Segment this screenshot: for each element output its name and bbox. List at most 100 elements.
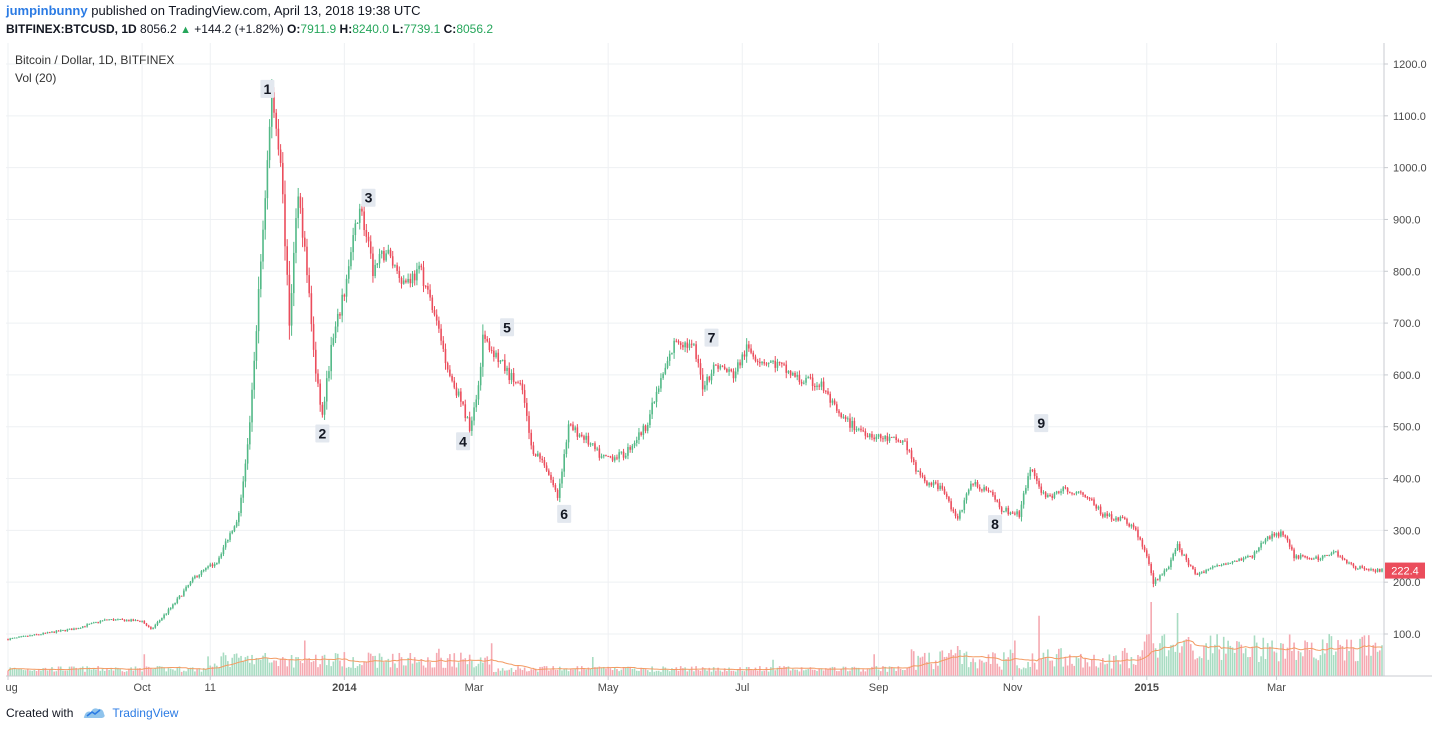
time-axis[interactable]: Aug Oct 11 2014 Mar May Jul Sep Nov 2015 Mar [6,675,1432,694]
candle-body [264,198,267,230]
volume-bar [1253,635,1256,676]
candle-body [778,361,781,363]
volume-bar [1341,646,1344,676]
price-tick-label: 300.0 [1393,525,1421,537]
candle-body [803,382,805,384]
candle-body [466,417,469,419]
volume-bar [312,661,315,676]
annotation-2[interactable]: 2 [315,424,330,443]
volume-bar [334,653,337,676]
candle-body [596,448,598,450]
volume-bar [1229,645,1232,676]
annotation-5[interactable]: 5 [500,318,515,337]
volume-bar [1189,644,1192,676]
candle-body [602,454,605,457]
volume-bar [996,663,999,676]
volume-bar [172,669,174,676]
candle-body [1339,556,1342,558]
volume-bar [1102,658,1104,676]
author-link[interactable]: jumpinbunny [6,3,88,18]
tradingview-logo-icon [84,708,106,718]
volume-bar [838,671,840,676]
candle-body [1064,487,1067,489]
candle-body [462,401,464,405]
volume-bar [62,670,64,676]
candle-body [974,482,977,485]
chart-grid [6,43,1384,676]
volume-bar [1181,646,1183,676]
candle-body [886,435,889,441]
candle-body [710,373,713,381]
candle-body [649,414,651,426]
volume-bar [739,667,741,676]
volume-bar [1150,602,1152,676]
volume-bar [1121,650,1124,676]
candle-body [229,533,231,540]
candle-body [1352,563,1355,567]
volume-bar [336,653,339,676]
candle-body [860,428,862,431]
candle-body [1240,558,1243,561]
candle-body [341,294,343,316]
volume-bar [1271,640,1273,676]
volume-bar [1220,659,1223,676]
candle-body [785,364,788,373]
candle-body [59,630,62,632]
candle-body [350,252,352,267]
candle-body [180,595,183,597]
volume-bar [651,666,653,676]
price-axis[interactable]: 100.0 200.0 300.0 400.0 500.0 600.0 700.0 800.0… [1383,43,1427,676]
last-price: 8056.2 [140,22,177,36]
volume-bar [965,651,968,676]
candle-body [831,400,834,403]
volume-bar [851,667,853,676]
volume-bar [1324,653,1326,676]
candle-body [1192,566,1194,570]
tradingview-link[interactable]: TradingView [112,706,179,720]
volume-bar [24,670,27,676]
candle-body [998,501,1001,508]
volume-bar [420,659,423,676]
volume-bar [1269,646,1271,676]
time-tick-label: 2015 [1135,682,1159,694]
annotation-8[interactable]: 8 [988,515,1003,534]
candle-body [789,370,792,376]
volume-bar [910,649,913,676]
volume-bar [1247,657,1249,676]
volume-bar [339,660,341,676]
volume-bar [1071,663,1073,676]
volume-bar [167,667,170,676]
annotation-9[interactable]: 9 [1034,414,1049,433]
annotation-1[interactable]: 1 [260,79,275,98]
volume-bar [1310,642,1313,676]
candle-body [86,624,88,627]
candle-body [827,391,829,394]
volume-bar [227,661,229,676]
candle-body [1163,570,1166,575]
candle-body [125,620,128,622]
annotation-6[interactable]: 6 [557,504,572,523]
volume-bar [1379,650,1381,676]
volume-bar [145,666,148,676]
candle-body [1220,565,1223,567]
volume-bar [1047,649,1049,676]
candle-body [37,634,40,636]
candle-body [1058,491,1060,493]
candle-body [748,344,750,349]
candle-body [224,541,227,548]
annotation-7[interactable]: 7 [704,328,719,347]
price-chart[interactable]: 1 2 3 4 5 6 7 8 9 100.0 200.0 300.0 400.0 500.0 600.0… [6,43,1432,697]
volume-bar [998,666,1001,676]
volume-bar [282,657,284,676]
volume-bar [1167,650,1170,676]
candle-body [1082,492,1084,495]
volume-bar [1088,666,1091,676]
candle-body [303,237,306,247]
volume-bar [774,670,777,676]
annotation-3[interactable]: 3 [361,188,376,207]
volume-bar [660,671,662,676]
annotation-4[interactable]: 4 [456,432,471,451]
volume-bar [963,653,966,676]
candle-body [1326,554,1328,556]
volume-bar [446,658,449,676]
